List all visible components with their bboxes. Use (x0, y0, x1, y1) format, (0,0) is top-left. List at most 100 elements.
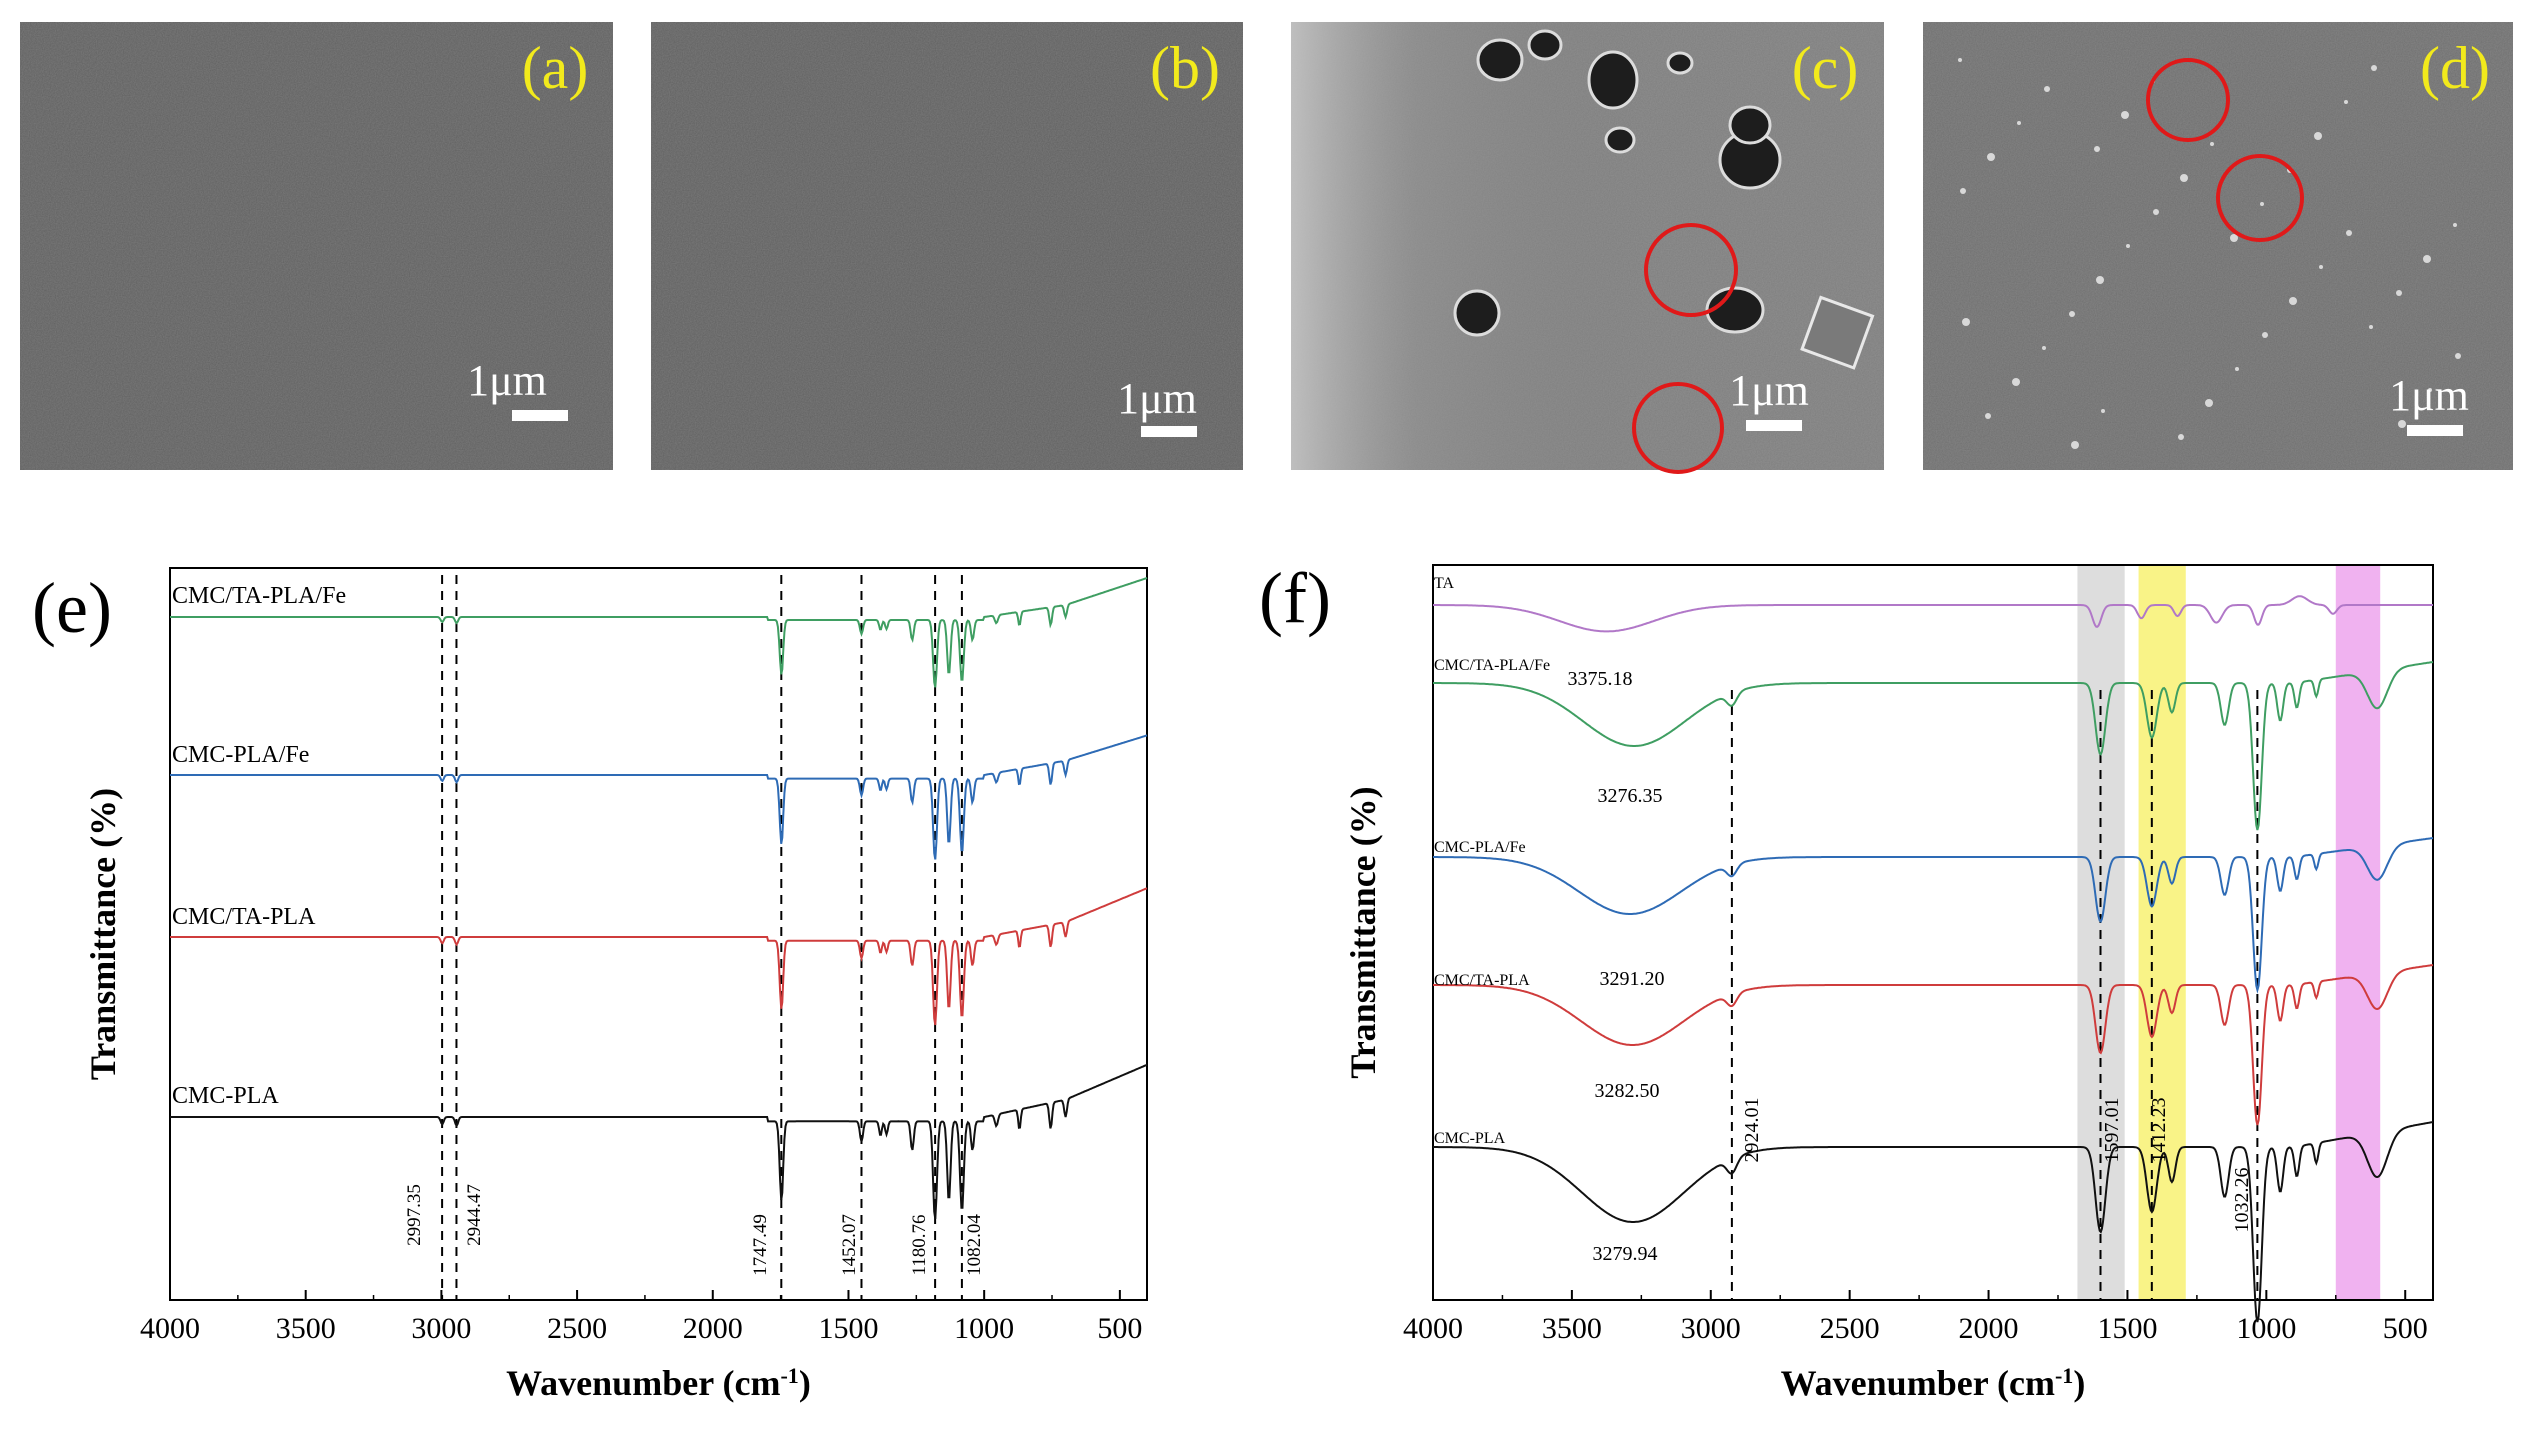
sem-pore (1705, 286, 1765, 334)
x-tick-label: 1500 (2097, 1312, 2157, 1345)
oh-peak-label: 3276.35 (1598, 785, 1663, 807)
sem-particle (1962, 318, 1970, 326)
sem-texture (20, 22, 613, 470)
peak-value-label: 2924.01 (1741, 1098, 1763, 1163)
x-axis-label: Wavenumber (cm-1) (1781, 1363, 2086, 1404)
peak-value-label: 1412.23 (2148, 1098, 2170, 1163)
scale-bar (1141, 426, 1197, 437)
peak-value-label: 1747.49 (750, 1214, 771, 1276)
highlight-circle (1632, 382, 1724, 474)
spectrum-line (1433, 1121, 2434, 1323)
sem-particle (2369, 325, 2373, 329)
sem-particle (2344, 100, 2348, 104)
sem-particle (2210, 142, 2214, 146)
sem-particle (2230, 234, 2238, 242)
sem-particle (2289, 297, 2297, 305)
sem-pore (1476, 38, 1524, 82)
sem-particle (2042, 346, 2046, 350)
spectrum-line (1433, 595, 2433, 633)
x-tick-label: 3000 (1681, 1312, 1741, 1345)
ftir-chart-f: 4000 3500 3000 2500 2000 1500 1000 500 Wavenumbe… (1259, 558, 2434, 1404)
peak-value-label: 2997.35 (404, 1184, 425, 1246)
scale-bar-label: 1μm (1117, 374, 1197, 423)
highlight-circle (2146, 58, 2230, 142)
highlight-circle (2216, 154, 2304, 242)
sem-particle (2121, 111, 2129, 119)
sem-particle (2044, 86, 2050, 92)
peak-value-label: 1452.07 (839, 1214, 860, 1276)
scale-bar (1746, 420, 1802, 431)
x-tick-label: 3000 (411, 1312, 471, 1345)
sem-particle (2398, 420, 2406, 428)
spectrum-line (1433, 837, 2434, 994)
sem-particle (2205, 399, 2213, 407)
sem-particle (2346, 230, 2352, 236)
x-tick-label: 3500 (1542, 1312, 1602, 1345)
scale-bar-label: 1μm (467, 356, 547, 405)
oh-peak-label: 3291.20 (1600, 968, 1665, 990)
series-label: CMC-PLA/Fe (1434, 839, 1526, 856)
plot-frame (1432, 564, 2434, 1301)
oh-peak-label: 3375.18 (1568, 668, 1633, 690)
sem-particle (2178, 434, 2184, 440)
sem-panel-b: (b) 1μm (651, 22, 1243, 470)
x-tick-label: 500 (2383, 1312, 2428, 1345)
spectrum-line (170, 734, 1148, 860)
series-label: CMC/TA-PLA/Fe (172, 583, 346, 609)
sem-pore (1666, 51, 1694, 75)
sem-particle (2396, 290, 2402, 296)
panel-label: (e) (32, 568, 112, 648)
series-label: CMC/TA-PLA (172, 904, 316, 930)
spectrum-line (170, 887, 1148, 1026)
scale-bar-label: 1μm (1729, 366, 1809, 415)
sem-particle (1800, 295, 1875, 370)
sem-particle (2096, 276, 2104, 284)
sem-particle (2314, 132, 2322, 140)
panel-label: (f) (1259, 558, 1331, 638)
sem-particle (2455, 353, 2461, 359)
x-tick-label: 4000 (1403, 1312, 1463, 1345)
oh-peak-label: 3282.50 (1595, 1080, 1660, 1102)
sem-particle (2180, 174, 2188, 182)
sem-pore (1728, 105, 1772, 145)
series-label: CMC/TA-PLA (1434, 972, 1530, 989)
x-axis-label: Wavenumber (cm-1) (506, 1363, 811, 1404)
scale-bar (2407, 425, 2463, 436)
highlight-circle (1644, 223, 1738, 317)
sem-particle (2017, 121, 2021, 125)
sem-panel-label: (c) (1792, 35, 1859, 101)
spectrum-line (170, 577, 1148, 688)
x-tick-label: 1000 (954, 1312, 1014, 1345)
peak-value-label: 1180.76 (909, 1214, 930, 1275)
spectrum-line (170, 1063, 1148, 1220)
sem-panel-label: (d) (2420, 35, 2490, 101)
peak-value-label: 1082.04 (964, 1214, 985, 1276)
sem-particle (2012, 378, 2020, 386)
y-axis-label: Transmittance (%) (1343, 786, 1383, 1078)
scale-bar-label: 1μm (2389, 371, 2469, 420)
sem-particle (2126, 244, 2130, 248)
highlight-band (2138, 565, 2186, 1300)
peak-value-label: 1032.26 (2231, 1168, 2253, 1233)
spectrum-line (1433, 661, 2434, 831)
scale-bar (512, 410, 568, 421)
x-tick-label: 4000 (140, 1312, 200, 1345)
sem-particle (2153, 209, 2159, 215)
sem-particle (2319, 265, 2323, 269)
series-label: CMC-PLA/Fe (172, 742, 309, 768)
sem-particle (2428, 388, 2432, 392)
plot-frame (169, 567, 1148, 1301)
sem-particle (1958, 58, 1962, 62)
sem-pore (1587, 50, 1639, 110)
spectrum-line (1433, 964, 2434, 1126)
y-axis-label: Transmittance (%) (83, 788, 123, 1080)
series-label: CMC-PLA (172, 1083, 279, 1109)
sem-particle (1985, 413, 1991, 419)
sem-panel-a: (a) 1μm (20, 22, 613, 470)
sem-particle (2101, 409, 2105, 413)
sem-pore (1527, 29, 1563, 61)
sem-panels: (a) 1μm (b) 1μm (c) 1μm (d) 1μm (20, 22, 2513, 474)
sem-panel-label: (b) (1150, 35, 1220, 101)
sem-particle (2262, 332, 2268, 338)
series-label: TA (1434, 575, 1454, 592)
